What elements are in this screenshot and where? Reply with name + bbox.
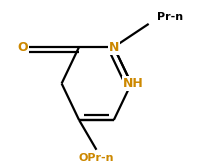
Text: Pr-n: Pr-n [157, 12, 184, 22]
Text: NH: NH [123, 77, 144, 90]
Text: O: O [17, 41, 28, 54]
Text: OPr-n: OPr-n [79, 153, 114, 163]
Text: N: N [109, 41, 119, 54]
